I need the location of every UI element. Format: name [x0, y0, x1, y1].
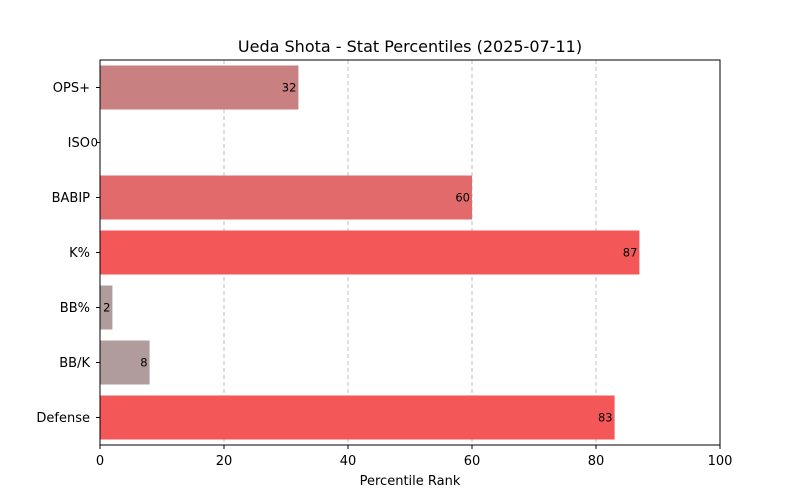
- x-tick-label: 80: [588, 454, 605, 469]
- data-label-bb-k: 8: [140, 356, 147, 370]
- y-tick-label-defense: Defense: [36, 411, 90, 426]
- chart-title: Ueda Shota - Stat Percentiles (2025-07-1…: [238, 37, 582, 56]
- y-axis: OPS+ ISO BABIP K% BB% BB/K Defense: [36, 81, 100, 426]
- bar-k-pct: [100, 230, 640, 275]
- y-tick-label-babip: BABIP: [52, 191, 91, 206]
- data-label-iso: 0: [91, 136, 98, 150]
- bar-bb-pct: [100, 285, 113, 330]
- bar-babip: [100, 175, 472, 220]
- bar-bb-k: [100, 340, 150, 385]
- y-tick-label-iso: ISO: [68, 136, 90, 151]
- data-label-bb-pct: 2: [103, 301, 110, 315]
- y-tick-label-ops-plus: OPS+: [53, 81, 90, 96]
- x-tick-label: 0: [96, 454, 104, 469]
- y-tick-label-k-pct: K%: [69, 246, 90, 261]
- data-label-k-pct: 87: [623, 246, 638, 260]
- data-labels: 32 0 60 87 2 8 83: [91, 81, 638, 425]
- bars: [100, 65, 640, 440]
- x-tick-label: 60: [464, 454, 481, 469]
- y-tick-label-bb-pct: BB%: [60, 301, 90, 316]
- x-tick-label: 100: [708, 454, 733, 469]
- bar-ops-plus: [100, 65, 299, 110]
- x-axis-label: Percentile Rank: [360, 474, 461, 489]
- data-label-ops-plus: 32: [282, 81, 297, 95]
- y-tick-label-bb-k: BB/K: [59, 356, 90, 371]
- x-tick-label: 40: [340, 454, 357, 469]
- bar-defense: [100, 395, 615, 440]
- x-tick-label: 20: [216, 454, 233, 469]
- data-label-defense: 83: [598, 411, 613, 425]
- data-label-babip: 60: [455, 191, 470, 205]
- x-axis: 0 20 40 60 80 100: [96, 445, 733, 469]
